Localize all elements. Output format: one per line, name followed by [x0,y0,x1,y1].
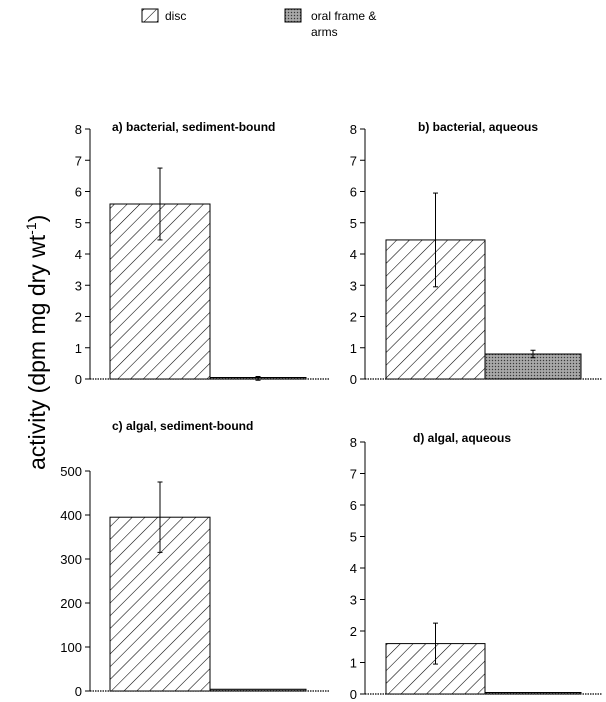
y-tick-label: 2 [350,624,357,639]
panel-title: c) algal, sediment-bound [112,419,253,433]
y-tick-label: 400 [60,508,82,523]
y-tick-label: 1 [350,341,357,356]
y-axis-label: activity (dpm mg dry wt-1) [23,215,50,470]
y-tick-label: 1 [75,341,82,356]
y-axis-label-close: ) [24,215,50,223]
legend-label-oral-line2: arms [311,25,338,39]
y-tick-label: 8 [350,122,357,137]
y-tick-label: 4 [75,247,82,262]
y-tick-label: 0 [75,684,82,699]
y-tick-label: 8 [350,435,357,450]
y-tick-label: 5 [75,216,82,231]
legend-label-disc: disc [165,9,186,23]
y-tick-label: 1 [350,656,357,671]
y-tick-label: 200 [60,596,82,611]
panel-d: d) algal, aqueous 0 1 2 3 4 5 6 7 8 [350,431,602,702]
y-tick-label: 3 [350,593,357,608]
legend-label-oral-line1: oral frame & [311,9,376,23]
y-tick-label: 4 [350,247,357,262]
y-tick-label: 7 [350,153,357,168]
y-tick-label: 8 [75,122,82,137]
y-tick-label: 300 [60,552,82,567]
legend-swatch-oral [284,8,302,23]
legend: disc oral frame & arms [141,8,376,39]
y-tick-label: 6 [350,498,357,513]
panel-title: b) bacterial, aqueous [418,120,538,134]
bar-oral-frame-arms [484,692,582,695]
y-axis-label-main: activity (dpm mg dry wt [24,234,50,470]
y-tick-label: 3 [75,278,82,293]
y-tick-label: 6 [350,185,357,200]
y-tick-label: 2 [350,310,357,325]
y-tick-label: 4 [350,561,357,576]
y-tick-label: 0 [75,372,82,387]
y-tick-label: 7 [75,153,82,168]
panel-b: b) bacterial, aqueous 0 1 2 3 4 5 6 7 8 [350,120,602,387]
panel-title: d) algal, aqueous [413,431,511,445]
y-tick-label: 100 [60,640,82,655]
y-tick-label: 3 [350,278,357,293]
panel-title: a) bacterial, sediment-bound [112,120,275,134]
y-tick-label: 500 [60,464,82,479]
y-tick-label: 5 [350,216,357,231]
legend-swatch-disc [141,8,159,23]
bar-oral-frame-arms [209,688,307,692]
y-tick-label: 0 [350,687,357,702]
y-tick-label: 0 [350,372,357,387]
y-axis-label-superscript: -1 [23,222,39,235]
y-tick-label: 7 [350,467,357,482]
y-tick-label: 5 [350,530,357,545]
y-tick-label: 2 [75,310,82,325]
y-tick-label: 6 [75,185,82,200]
panel-c: c) algal, sediment-bound 0 100 200 300 400 500 [60,419,330,699]
panel-a: a) bacterial, sediment-bound 0 1 2 3 4 5 6 7 8 [75,120,330,387]
